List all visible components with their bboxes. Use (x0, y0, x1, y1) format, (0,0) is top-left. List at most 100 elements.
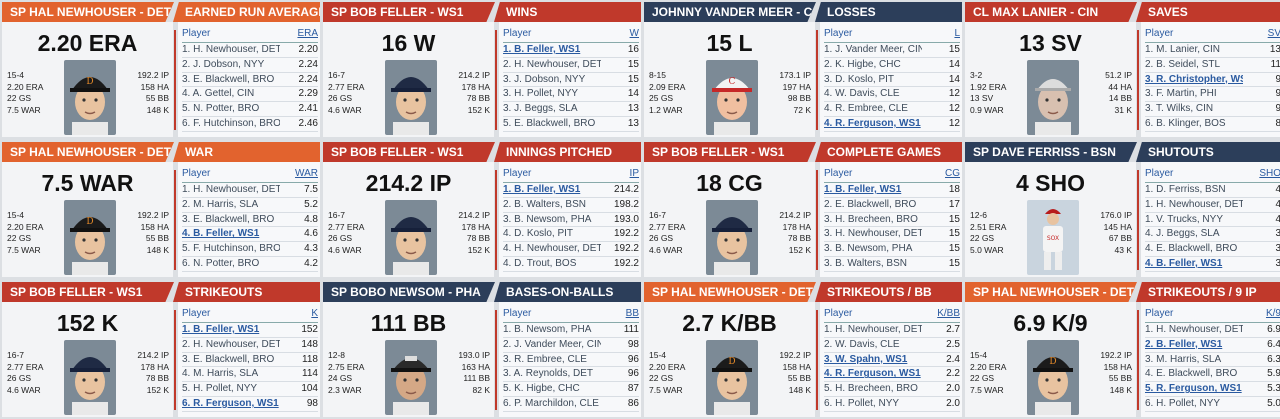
leader-row[interactable]: 2. B. Walters, BSN 198.2 (503, 198, 639, 213)
leader-row[interactable]: 2. E. Blackwell, BRO 17 (824, 198, 960, 213)
leader-row[interactable]: 5. N. Potter, BRO 2.41 (182, 102, 318, 117)
leader-row[interactable]: 2. J. Dobson, NYY 2.24 (182, 58, 318, 73)
player-photo[interactable]: D (64, 60, 116, 135)
leader-row[interactable]: 4. R. Ferguson, WS1 12 (824, 117, 960, 132)
leader-row[interactable]: 3. R. Embree, CLE 96 (503, 353, 639, 368)
leader-row[interactable]: 4. D. Koslo, PIT 192.2 (503, 227, 639, 243)
leader-row[interactable]: 2. B. Feller, WS1 6.4 (1145, 338, 1280, 353)
column-header-stat[interactable]: SV (1267, 28, 1280, 39)
player-photo[interactable] (385, 60, 437, 135)
leader-row[interactable]: 1. B. Feller, WS1 16 (503, 43, 639, 58)
leader-row[interactable]: 1. H. Newhouser, DET 4 (1145, 198, 1280, 213)
player-photo[interactable]: D (64, 200, 116, 275)
column-header-player[interactable]: Player (503, 168, 532, 179)
leader-player[interactable]: 5. R. Ferguson, WS1 (1145, 383, 1242, 395)
player-header[interactable]: SP HAL NEWHOUSER - DET (965, 282, 1137, 302)
column-header-stat[interactable]: K/BB (937, 308, 960, 319)
player-header[interactable]: CL MAX LANIER - CIN (965, 2, 1137, 22)
leader-row[interactable]: 3. A. Reynolds, DET 96 (503, 367, 639, 383)
player-header[interactable]: SP BOB FELLER - WS1 (323, 2, 495, 22)
player-header[interactable]: SP BOB FELLER - WS1 (323, 142, 495, 162)
player-header[interactable]: SP BOBO NEWSOM - PHA (323, 282, 495, 302)
leader-row[interactable]: 4. J. Beggs, SLA 3 (1145, 227, 1280, 243)
column-header-stat[interactable]: BB (625, 308, 639, 319)
player-photo[interactable] (385, 340, 437, 415)
leader-row[interactable]: 4. A. Gettel, CIN 2.29 (182, 87, 318, 103)
leader-row[interactable]: 3. E. Blackwell, BRO 4.8 (182, 213, 318, 228)
leader-row[interactable]: 1. H. Newhouser, DET 2.7 (824, 323, 960, 338)
leader-row[interactable]: 3. E. Blackwell, BRO 2.24 (182, 73, 318, 88)
leader-row[interactable]: 4. R. Embree, CLE 12 (824, 102, 960, 117)
column-header-player[interactable]: Player (503, 308, 532, 319)
leader-row[interactable]: 2. H. Newhouser, DET 15 (503, 58, 639, 73)
leader-row[interactable]: 3. B. Newsom, PHA 193.0 (503, 213, 639, 228)
player-header[interactable]: SP DAVE FERRISS - BSN (965, 142, 1137, 162)
column-header-stat[interactable]: SHO (1259, 168, 1280, 179)
leader-player[interactable]: 1. B. Feller, WS1 (182, 324, 260, 335)
leader-row[interactable]: 6. R. Ferguson, WS1 98 (182, 397, 318, 412)
leader-player[interactable]: 6. R. Ferguson, WS1 (182, 397, 279, 409)
leader-row[interactable]: 5. R. Ferguson, WS1 5.3 (1145, 382, 1280, 397)
player-photo[interactable]: C (706, 60, 758, 135)
leader-card[interactable]: SP BOB FELLER - WS1 COMPLETE GAMES 18 CG 16… (644, 142, 962, 277)
leader-card[interactable]: SP HAL NEWHOUSER - DET STRIKEOUTS / BB 2.7… (644, 282, 962, 417)
column-header-stat[interactable]: W (629, 28, 639, 39)
player-header[interactable]: SP HAL NEWHOUSER - DET (2, 142, 174, 162)
leader-row[interactable]: 1. J. Vander Meer, CIN 15 (824, 43, 960, 58)
leader-row[interactable]: 3. B. Newsom, PHA 15 (824, 242, 960, 257)
leader-row[interactable]: 3. J. Dobson, NYY 15 (503, 73, 639, 88)
leader-row[interactable]: 3. E. Blackwell, BRO 118 (182, 353, 318, 368)
leader-row[interactable]: 2. B. Seidel, STL 11 (1145, 58, 1280, 73)
leader-row[interactable]: 3. H. Pollet, NYY 14 (503, 87, 639, 103)
player-header[interactable]: SP BOB FELLER - WS1 (2, 282, 174, 302)
player-photo[interactable] (1027, 60, 1079, 135)
leader-row[interactable]: 6. F. Hutchinson, BRO 2.46 (182, 117, 318, 132)
player-header[interactable]: SP HAL NEWHOUSER - DET (2, 2, 174, 22)
leader-row[interactable]: 6. H. Pollet, NYY 5.0 (1145, 397, 1280, 412)
leader-card[interactable]: CL MAX LANIER - CIN SAVES 13 SV 3-2 1.92 ERA… (965, 2, 1280, 137)
leader-row[interactable]: 4. D. Trout, BOS 192.2 (503, 257, 639, 272)
leader-row[interactable]: 3. R. Christopher, WS1 9 (1145, 73, 1280, 88)
leader-row[interactable]: 1. B. Newsom, PHA 111 (503, 323, 639, 338)
leader-row[interactable]: 3. H. Newhouser, DET 15 (824, 227, 960, 243)
leader-player[interactable]: 3. W. Spahn, WS1 (824, 353, 908, 365)
leader-row[interactable]: 2. M. Harris, SLA 5.2 (182, 198, 318, 213)
leader-row[interactable]: 1. H. Newhouser, DET 6.9 (1145, 323, 1280, 338)
leader-row[interactable]: 3. H. Brecheen, BRO 15 (824, 213, 960, 228)
leader-row[interactable]: 5. K. Higbe, CHC 87 (503, 382, 639, 397)
column-header-stat[interactable]: CG (945, 168, 960, 179)
leader-row[interactable]: 3. T. Wilks, CIN 9 (1145, 102, 1280, 117)
leader-card[interactable]: SP BOB FELLER - WS1 WINS 16 W 16-7 2.77 ERA 2… (323, 2, 641, 137)
leader-row[interactable]: 3. W. Spahn, WS1 2.4 (824, 353, 960, 368)
leader-row[interactable]: 6. B. Klinger, BOS 8 (1145, 117, 1280, 132)
column-header-player[interactable]: Player (182, 168, 211, 179)
player-header[interactable]: SP BOB FELLER - WS1 (644, 142, 816, 162)
leader-row[interactable]: 1. M. Lanier, CIN 13 (1145, 43, 1280, 58)
leader-card[interactable]: JOHNNY VANDER MEER - C LOSSES 15 L 8-15 2.09… (644, 2, 962, 137)
column-header-stat[interactable]: ERA (297, 28, 318, 39)
leader-player[interactable]: 4. B. Feller, WS1 (182, 228, 260, 240)
leader-player[interactable]: 1. B. Feller, WS1 (503, 184, 581, 195)
column-header-player[interactable]: Player (824, 28, 853, 39)
leader-player[interactable]: 2. B. Feller, WS1 (1145, 338, 1223, 350)
leader-row[interactable]: 3. F. Martin, PHI 9 (1145, 87, 1280, 103)
leader-row[interactable]: 3. B. Walters, BSN 15 (824, 257, 960, 272)
leader-row[interactable]: 1. D. Ferriss, BSN 4 (1145, 183, 1280, 198)
leader-card[interactable]: SP BOB FELLER - WS1 INNINGS PITCHED 214.2 … (323, 142, 641, 277)
leader-card[interactable]: SP BOBO NEWSOM - PHA BASES-ON-BALLS 111 BB… (323, 282, 641, 417)
leader-player[interactable]: 3. R. Christopher, WS1 (1145, 73, 1243, 85)
leader-player[interactable]: 4. R. Ferguson, WS1 (824, 117, 921, 129)
leader-row[interactable]: 6. N. Potter, BRO 4.2 (182, 257, 318, 272)
leader-row[interactable]: 4. M. Harris, SLA 114 (182, 367, 318, 383)
leader-row[interactable]: 1. V. Trucks, NYY 4 (1145, 213, 1280, 228)
leader-card[interactable]: SP HAL NEWHOUSER - DET EARNED RUN AVERAGE… (2, 2, 320, 137)
leader-row[interactable]: 1. B. Feller, WS1 18 (824, 183, 960, 198)
player-photo[interactable]: D (1027, 340, 1079, 415)
player-header[interactable]: JOHNNY VANDER MEER - C (644, 2, 816, 22)
column-header-stat[interactable]: K (311, 308, 318, 319)
column-header-player[interactable]: Player (824, 308, 853, 319)
leader-row[interactable]: 2. J. Vander Meer, CIN 98 (503, 338, 639, 353)
player-header[interactable]: SP HAL NEWHOUSER - DET (644, 282, 816, 302)
player-photo[interactable] (64, 340, 116, 415)
leader-row[interactable]: 1. B. Feller, WS1 152 (182, 323, 318, 338)
